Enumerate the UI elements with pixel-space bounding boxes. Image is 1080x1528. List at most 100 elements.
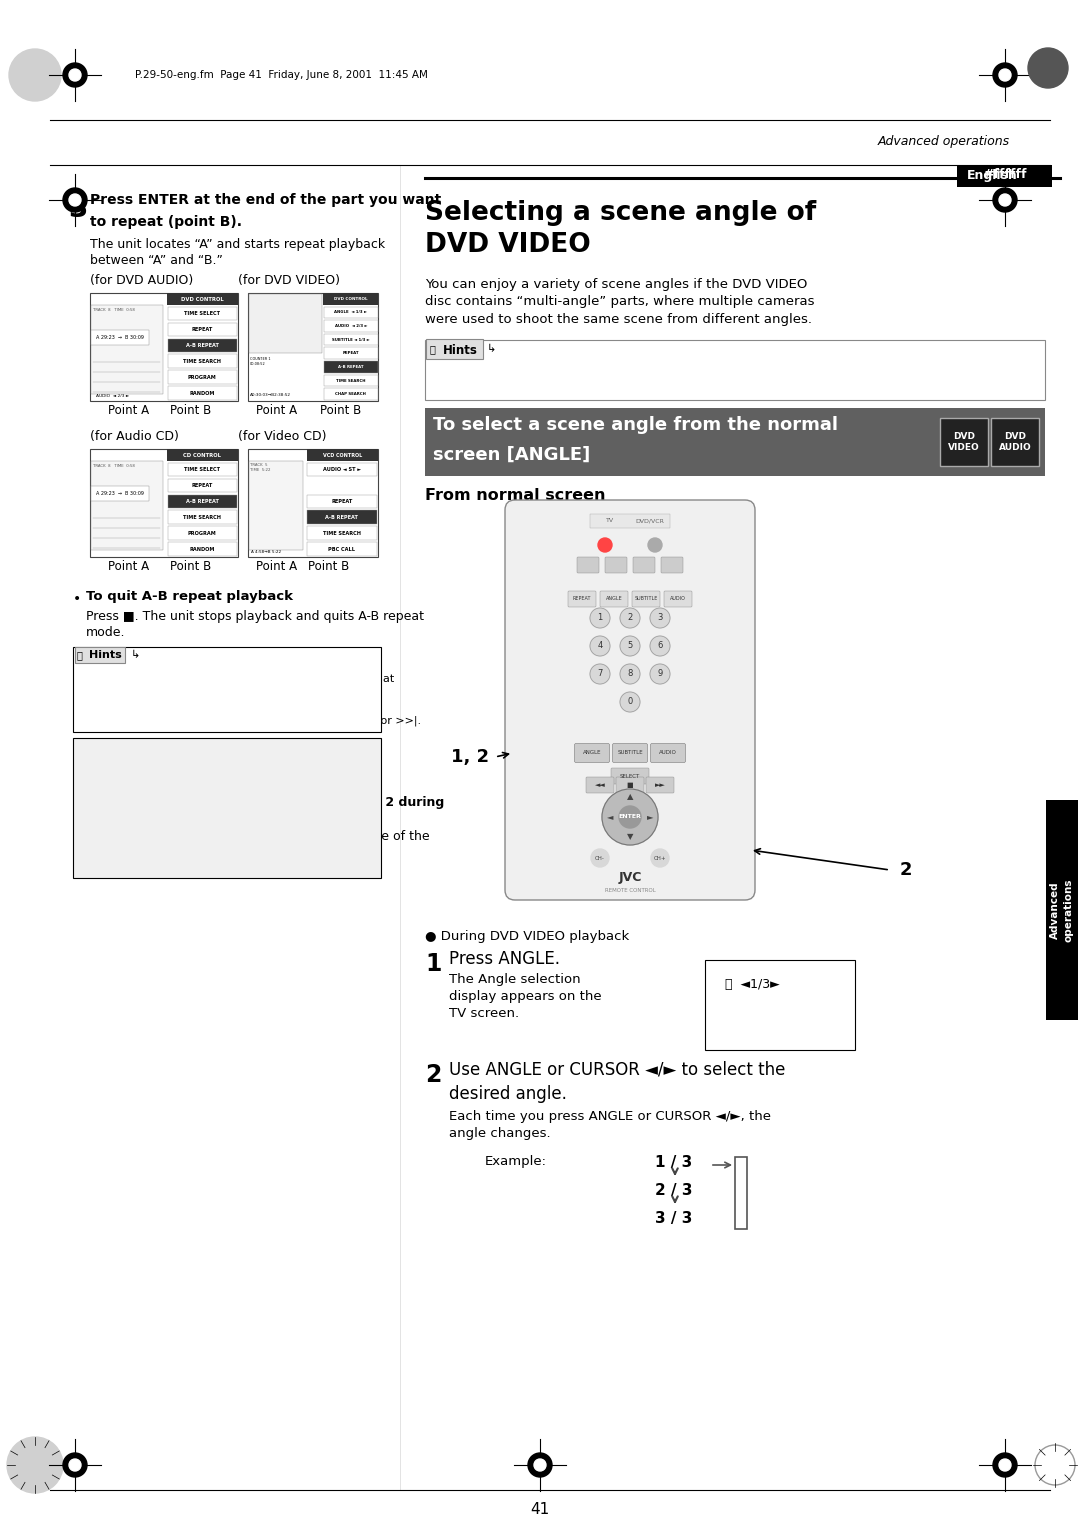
- Circle shape: [620, 665, 640, 685]
- Text: Point A: Point A: [256, 403, 297, 417]
- Text: DVD CONTROL: DVD CONTROL: [181, 296, 224, 301]
- Circle shape: [598, 538, 612, 552]
- FancyBboxPatch shape: [575, 744, 609, 762]
- Text: English: English: [967, 168, 1017, 182]
- Text: A-B REPEAT: A-B REPEAT: [338, 365, 364, 368]
- Bar: [991, 419, 1039, 466]
- Text: 2 / 3: 2 / 3: [654, 1183, 692, 1198]
- Text: (for DVD VIDEO): (for DVD VIDEO): [238, 274, 340, 287]
- Circle shape: [999, 1459, 1011, 1471]
- Text: A-B REPEAT: A-B REPEAT: [325, 515, 359, 520]
- Bar: [167, 542, 237, 556]
- Text: ►: ►: [647, 813, 653, 822]
- Text: A-B REPEAT: A-B REPEAT: [186, 498, 218, 504]
- Text: A 29:23  →  B 30:09: A 29:23 → B 30:09: [96, 335, 144, 341]
- Circle shape: [999, 194, 1011, 206]
- Text: From normal screen: From normal screen: [426, 487, 606, 503]
- Text: CD CONTROL: CD CONTROL: [184, 452, 221, 458]
- Text: Point B: Point B: [308, 559, 349, 573]
- Text: TIME SEARCH: TIME SEARCH: [184, 359, 221, 364]
- Text: ENTER: ENTER: [619, 814, 642, 819]
- Text: Hints: Hints: [89, 649, 122, 660]
- Text: •  At the beginning of a “multi-angle” part, ⧉ appears on the TV screen.: • At the beginning of a “multi-angle” pa…: [435, 370, 883, 384]
- Text: 9: 9: [658, 669, 663, 678]
- Text: VCD CONTROL: VCD CONTROL: [323, 452, 362, 458]
- Text: DVD VIDEO: DVD VIDEO: [426, 232, 591, 258]
- Circle shape: [602, 788, 658, 845]
- Text: Hints: Hints: [443, 344, 477, 358]
- Text: To turn off on-screen display: To turn off on-screen display: [89, 759, 291, 773]
- Text: TIME SELECT: TIME SELECT: [185, 468, 220, 472]
- Text: 1: 1: [426, 952, 442, 976]
- Text: ◄: ◄: [607, 813, 613, 822]
- Text: Press ENTER at the end of the part you want: Press ENTER at the end of the part you w…: [90, 193, 442, 206]
- Bar: [307, 495, 377, 507]
- Text: 3: 3: [68, 196, 87, 223]
- Text: 2: 2: [426, 1063, 442, 1086]
- Bar: [248, 449, 378, 558]
- Text: CH-: CH-: [595, 856, 605, 860]
- Text: 41: 41: [530, 1502, 550, 1517]
- Text: 0: 0: [627, 697, 633, 706]
- Bar: [73, 646, 381, 732]
- Circle shape: [590, 665, 610, 685]
- Text: •  During playback, pressing ENTER when ș is pointed at: • During playback, pressing ENTER when ș…: [79, 672, 394, 685]
- Text: ● During DVD VIDEO playback: ● During DVD VIDEO playback: [426, 931, 630, 943]
- Text: Press ■. The unit stops playback and quits A-B repeat: Press ■. The unit stops playback and qui…: [86, 610, 424, 623]
- Text: You can enjoy a variety of scene angles if the DVD VIDEO
disc contains “multi-an: You can enjoy a variety of scene angles …: [426, 278, 814, 325]
- Circle shape: [63, 1453, 87, 1478]
- Text: REPEAT: REPEAT: [342, 351, 359, 354]
- Text: ANGLE: ANGLE: [606, 596, 622, 602]
- Bar: [90, 449, 238, 558]
- Text: display appears on the: display appears on the: [449, 990, 602, 1002]
- Text: TRACK  8   TIME  0:58: TRACK 8 TIME 0:58: [93, 465, 135, 469]
- Circle shape: [9, 49, 60, 101]
- Text: ■: ■: [626, 782, 633, 788]
- Text: 💡: 💡: [430, 344, 436, 354]
- Text: Point A: Point A: [108, 403, 149, 417]
- FancyBboxPatch shape: [616, 778, 644, 793]
- FancyBboxPatch shape: [577, 558, 599, 573]
- Text: ANGLE: ANGLE: [583, 750, 602, 755]
- Bar: [940, 419, 988, 466]
- Bar: [91, 306, 163, 394]
- FancyBboxPatch shape: [650, 744, 686, 762]
- Text: 2: 2: [627, 614, 633, 622]
- Text: •  You can also quit A-B repeat mode by pressing |<< or >>|.: • You can also quit A-B repeat mode by p…: [79, 715, 421, 726]
- Text: 5: 5: [627, 642, 633, 651]
- Text: #ffffff: #ffffff: [983, 168, 1026, 182]
- Bar: [248, 293, 378, 400]
- Text: angle changes.: angle changes.: [449, 1128, 551, 1140]
- Text: 1: 1: [597, 614, 603, 622]
- Circle shape: [620, 636, 640, 656]
- Text: 3 / 3: 3 / 3: [654, 1212, 692, 1225]
- FancyBboxPatch shape: [568, 591, 596, 607]
- Bar: [735, 1157, 747, 1229]
- Text: The Angle selection: The Angle selection: [449, 973, 581, 986]
- Text: RANDOM: RANDOM: [189, 391, 215, 396]
- Text: Point A: Point A: [108, 559, 149, 573]
- Bar: [324, 361, 378, 373]
- Bar: [307, 449, 378, 461]
- Bar: [307, 542, 377, 556]
- Text: ◄◄: ◄◄: [595, 782, 606, 788]
- Text: ↳: ↳: [131, 649, 140, 660]
- Circle shape: [650, 608, 670, 628]
- Text: To select a scene angle from the normal: To select a scene angle from the normal: [433, 416, 838, 434]
- Text: TIME SEARCH: TIME SEARCH: [336, 379, 366, 382]
- Text: SUBTITLE: SUBTITLE: [617, 750, 643, 755]
- Bar: [167, 495, 237, 507]
- Bar: [167, 449, 238, 461]
- Bar: [167, 307, 237, 319]
- Bar: [324, 374, 378, 387]
- Circle shape: [993, 1453, 1017, 1478]
- Text: REPEAT: REPEAT: [191, 483, 213, 487]
- Text: ANGLE  ◄ 1/3 ►: ANGLE ◄ 1/3 ►: [335, 310, 367, 315]
- Bar: [167, 339, 237, 351]
- Text: Press ON SCREEN.: Press ON SCREEN.: [89, 776, 204, 788]
- FancyBboxPatch shape: [600, 591, 627, 607]
- Circle shape: [69, 194, 81, 206]
- Bar: [167, 370, 237, 384]
- Text: DVD
AUDIO: DVD AUDIO: [999, 432, 1031, 452]
- FancyBboxPatch shape: [664, 591, 692, 607]
